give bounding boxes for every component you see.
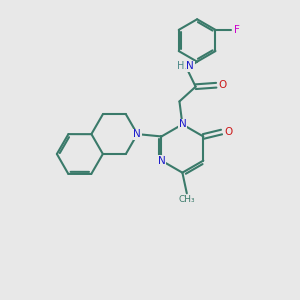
Text: H: H bbox=[177, 61, 184, 71]
Text: N: N bbox=[187, 61, 194, 71]
Text: O: O bbox=[219, 80, 227, 90]
Text: O: O bbox=[224, 127, 232, 137]
Text: N: N bbox=[134, 129, 141, 139]
Text: CH₃: CH₃ bbox=[178, 195, 195, 204]
Text: F: F bbox=[234, 25, 240, 35]
Text: N: N bbox=[178, 119, 186, 129]
Text: N: N bbox=[158, 156, 165, 166]
